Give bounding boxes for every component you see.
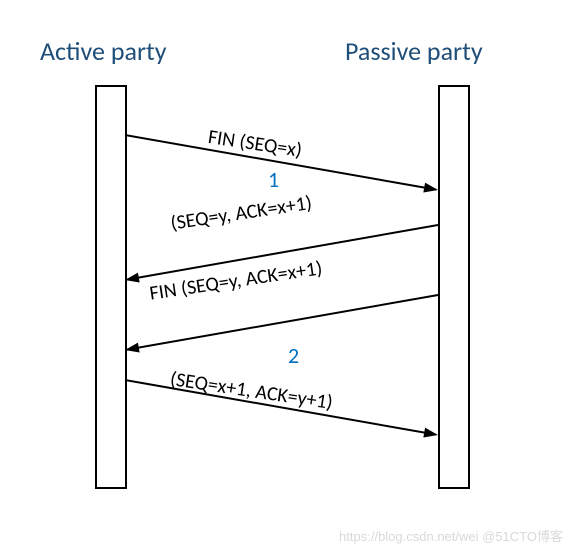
msg-label-3: (SEQ=x+1, ACK=y+1) — [168, 367, 334, 415]
step-number-1: 1 — [268, 166, 279, 193]
passive-party-header: Passive party — [345, 35, 483, 67]
lifeline-active — [95, 85, 127, 489]
watermark: https://blog.csdn.net/wei @51CTO博客 — [339, 526, 563, 545]
msg-label-0: FIN (SEQ=x) — [206, 125, 303, 163]
msg-label-1: (SEQ=y, ACK=x+1) — [169, 191, 314, 236]
lifeline-passive — [438, 85, 470, 489]
msg-label-2: FIN (SEQ=y, ACK=x+1) — [148, 256, 324, 305]
step-number-2: 2 — [288, 342, 299, 369]
active-party-header: Active party — [40, 35, 166, 67]
